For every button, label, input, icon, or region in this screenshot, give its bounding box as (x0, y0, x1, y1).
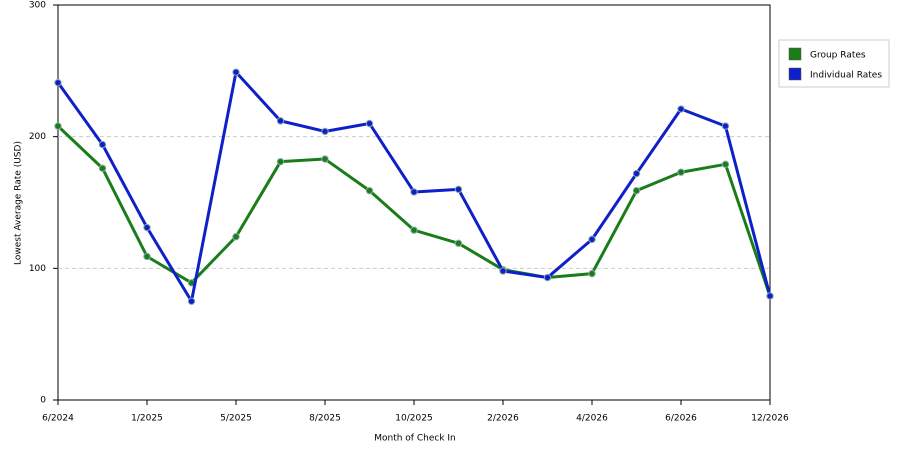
data-point (632, 169, 641, 178)
y-tick-label: 300 (29, 1, 46, 11)
data-point (677, 168, 685, 176)
data-point (54, 122, 62, 130)
data-point (276, 157, 285, 166)
data-point (721, 122, 730, 130)
x-tick-label: 5/2025 (220, 414, 252, 424)
legend-swatch (788, 67, 802, 81)
y-tick-label: 100 (29, 264, 46, 274)
legend-label: Group Rates (810, 51, 866, 61)
y-tick-label: 0 (40, 396, 46, 406)
legend: Group Rates Individual Rates (778, 39, 890, 88)
data-point (187, 297, 196, 305)
data-point (410, 188, 418, 196)
x-tick-label: 2/2026 (487, 414, 519, 424)
x-tick-label: 4/2026 (576, 414, 608, 424)
data-point (98, 140, 107, 149)
x-tick-label: 10/2025 (395, 414, 432, 424)
data-point (499, 267, 507, 275)
data-point (276, 117, 285, 125)
data-point (143, 223, 151, 232)
data-point (365, 119, 374, 128)
data-point (232, 233, 240, 241)
data-point (54, 78, 62, 87)
plot-area (57, 4, 771, 401)
x-tick-label: 12/2026 (751, 414, 789, 424)
data-point (365, 186, 374, 195)
data-point (232, 68, 240, 76)
data-point (721, 160, 730, 169)
data-point (677, 105, 685, 113)
legend-swatch (788, 47, 802, 61)
data-point (543, 273, 552, 282)
data-point (321, 155, 329, 163)
x-tick-label: 8/2025 (309, 414, 341, 424)
y-tick-label: 200 (29, 132, 46, 142)
y-axis-label: Lowest Average Rate (USD) (14, 141, 24, 265)
data-point (588, 269, 596, 278)
data-point (454, 185, 463, 194)
x-tick-label: 6/2024 (42, 414, 74, 424)
legend-label: Individual Rates (810, 71, 882, 81)
data-point (143, 252, 151, 261)
x-tick-label: 6/2026 (665, 414, 697, 424)
data-point (766, 292, 774, 300)
x-tick-label: 1/2025 (131, 414, 163, 424)
data-point (410, 226, 418, 234)
data-point (588, 235, 596, 244)
data-point (632, 186, 641, 195)
data-point (454, 239, 463, 248)
data-point (321, 127, 329, 136)
data-point (98, 164, 107, 172)
x-axis-label: Month of Check In (374, 434, 456, 444)
